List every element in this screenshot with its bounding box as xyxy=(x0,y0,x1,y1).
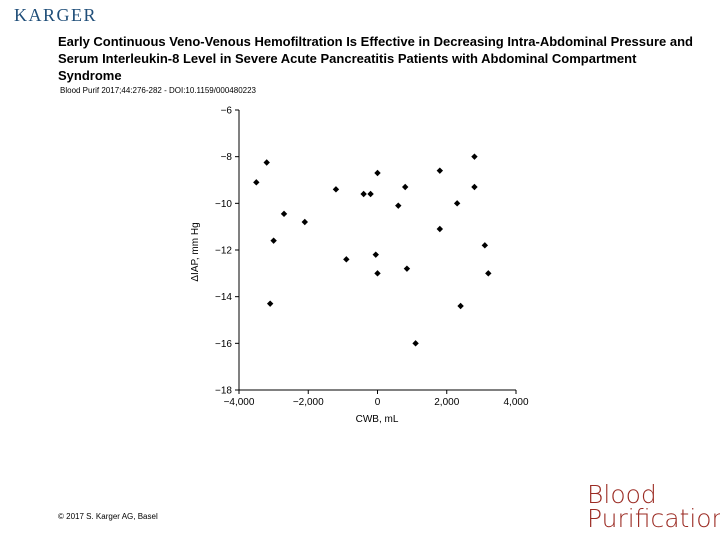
data-point xyxy=(280,210,288,218)
data-point xyxy=(457,302,464,310)
data-point xyxy=(372,251,379,258)
x-tick-label: 2,000 xyxy=(434,397,459,408)
karger-logo: KARGER xyxy=(14,5,98,25)
x-tick-label: −4,000 xyxy=(224,397,255,408)
chart-points xyxy=(253,153,492,347)
chart-ticks: −6 −8 −10 −12 −14 −16 −18−4,000 −2,000 0 2,000 4,0… xyxy=(215,106,529,409)
y-tick-label: −8 xyxy=(221,152,233,163)
x-axis-label: CWB, mL xyxy=(356,414,399,425)
data-point xyxy=(402,183,409,191)
data-point xyxy=(253,179,260,186)
data-point xyxy=(374,270,381,277)
data-point xyxy=(481,242,489,249)
journal-logo-line-1: Blood xyxy=(587,480,657,509)
x-tick-label: 4,000 xyxy=(503,397,528,408)
x-tick-label: 0 xyxy=(375,397,381,408)
slide-title: Early Continuous Veno-Venous Hemofiltrat… xyxy=(58,34,693,83)
y-tick-label: −18 xyxy=(215,386,232,397)
copyright: © 2017 S. Karger AG, Basel xyxy=(58,512,158,521)
data-point xyxy=(436,225,444,233)
citation: Blood Purif 2017;44:276-282 - DOI:10.115… xyxy=(60,86,256,95)
y-tick-label: −10 xyxy=(215,199,232,210)
data-point xyxy=(412,340,419,347)
journal-logo: Blood Purification xyxy=(587,480,720,533)
data-point xyxy=(471,183,478,191)
data-point xyxy=(403,265,411,272)
y-tick-label: −16 xyxy=(215,339,232,350)
journal-logo-line-2: Purification xyxy=(587,504,720,533)
data-point xyxy=(266,300,274,307)
data-point xyxy=(367,190,374,198)
x-tick-label: −2,000 xyxy=(293,397,324,408)
data-point xyxy=(343,256,350,263)
data-point xyxy=(374,169,381,177)
data-point xyxy=(485,270,492,277)
data-point xyxy=(395,202,402,209)
data-point xyxy=(301,218,308,226)
y-tick-label: −12 xyxy=(215,246,232,257)
data-point xyxy=(270,237,277,244)
data-point xyxy=(360,190,367,198)
y-tick-label: −14 xyxy=(215,292,232,303)
data-point xyxy=(332,186,340,193)
data-point xyxy=(453,200,461,207)
data-point xyxy=(436,167,444,174)
y-axis-label: ΔIAP, mm Hg xyxy=(190,222,201,281)
y-tick-label: −6 xyxy=(221,106,233,117)
data-point xyxy=(471,153,478,160)
data-point xyxy=(263,159,270,166)
scatter-chart: −6 −8 −10 −12 −14 −16 −18−4,000 −2,000 0 2,000 4,0… xyxy=(190,106,529,426)
chart-axes xyxy=(238,110,516,391)
